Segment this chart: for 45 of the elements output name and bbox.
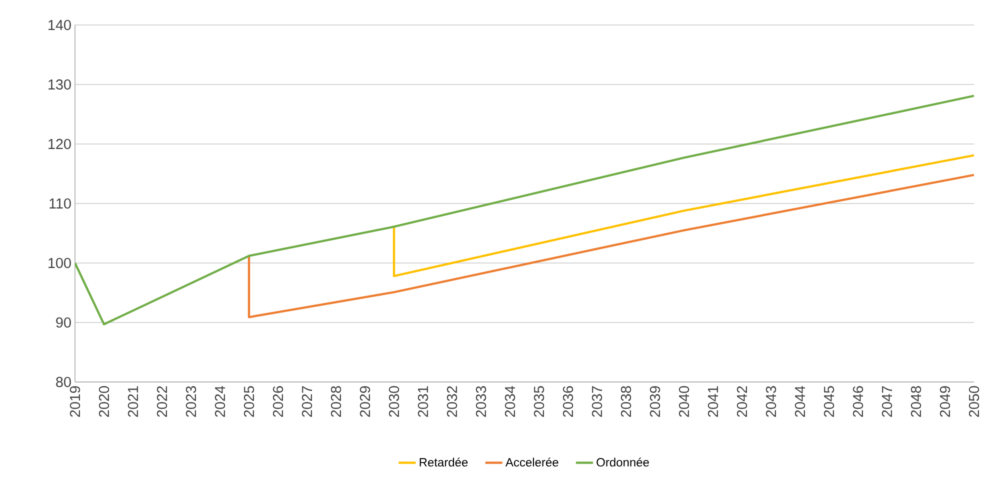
- x-tick-label: 2024: [214, 386, 226, 417]
- x-tick-label: 2032: [446, 386, 458, 417]
- legend-label: Retardée: [420, 458, 468, 467]
- x-tick-label: 2019: [70, 386, 80, 417]
- x-tick-label: 2046: [852, 386, 864, 417]
- y-tick-label: 130: [48, 79, 71, 90]
- x-tick-label: 2037: [592, 386, 602, 417]
- x-tick-label: 2045: [824, 386, 834, 417]
- y-tick-label: 120: [48, 138, 71, 150]
- x-tick-label: 2023: [186, 386, 196, 417]
- x-tick-label: 2049: [940, 386, 950, 417]
- y-tick-label: 100: [48, 258, 71, 268]
- x-tick-label: 2039: [650, 386, 660, 417]
- x-tick-label: 2040: [678, 386, 690, 417]
- x-tick-label: 2031: [418, 386, 428, 417]
- x-tick-label: 2028: [330, 386, 342, 417]
- x-tick-label: 2044: [794, 386, 806, 417]
- x-tick-label: 2020: [98, 386, 110, 417]
- x-tick-label: 2042: [736, 386, 748, 417]
- x-tick-label: 2033: [476, 386, 486, 417]
- x-tick-label: 2035: [534, 386, 544, 417]
- x-tick-label: 2034: [504, 386, 516, 417]
- x-tick-label: 2022: [156, 386, 168, 417]
- line-series: [248, 174, 974, 318]
- x-tick-label: 2021: [128, 386, 138, 417]
- x-tick-label: 2029: [360, 386, 370, 417]
- x-tick-label: 2047: [882, 386, 892, 417]
- legend-label: Ordonnée: [596, 458, 649, 467]
- x-tick-label: 2048: [910, 386, 922, 417]
- y-tick-label: 90: [56, 317, 71, 328]
- x-tick-label: 2026: [272, 386, 284, 417]
- x-tick-label: 2041: [708, 386, 718, 417]
- x-tick-label: 2036: [562, 386, 574, 417]
- x-tick-label: 2038: [620, 386, 632, 417]
- x-tick-label: 2050: [968, 386, 980, 417]
- y-tick-label: 140: [48, 20, 71, 30]
- x-tick-label: 2025: [244, 386, 254, 417]
- x-tick-label: 2027: [302, 386, 312, 417]
- line-series: [75, 94, 974, 326]
- line-series: [392, 154, 974, 278]
- legend-label: Accelerée: [505, 458, 558, 467]
- y-tick-label: 110: [50, 198, 71, 209]
- y-tick-label: 80: [56, 376, 71, 388]
- x-tick-label: 2043: [766, 386, 776, 417]
- x-tick-label: 2030: [388, 386, 400, 417]
